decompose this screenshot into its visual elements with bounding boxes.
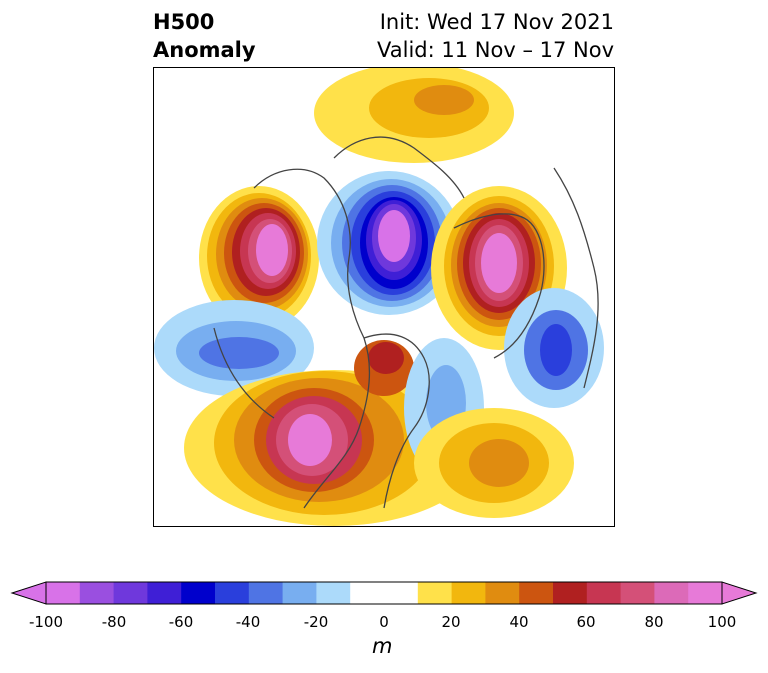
title-init: Init: Wed 17 Nov 2021 (379, 10, 614, 34)
ridge-west (199, 186, 319, 330)
colorbar-segment (586, 582, 622, 604)
colorbar-segment (350, 582, 385, 604)
colorbar-tick: -40 (235, 613, 261, 631)
colorbar-tick: 40 (509, 613, 529, 631)
colorbar-extend-min (10, 581, 47, 605)
colorbar-segment (654, 582, 689, 604)
colorbar-segment (282, 582, 317, 604)
title-variable: H500 (153, 10, 215, 34)
map-title-right: Init: Wed 17 Nov 2021 Valid: 11 Nov – 17… (377, 8, 614, 64)
coastlines (213, 136, 599, 509)
trough-asia (504, 288, 604, 408)
colorbar-unit: m (372, 634, 393, 658)
colorbar-tick: 80 (644, 613, 664, 631)
colorbar-segment (113, 582, 148, 604)
colorbar-segment (553, 582, 588, 604)
map-canvas (154, 68, 604, 526)
colorbar-tick: -20 (303, 613, 329, 631)
colorbar-tick: -60 (168, 613, 194, 631)
colorbar-frame (45, 581, 723, 605)
colorbar-segment (215, 582, 250, 604)
colorbar-segment (181, 582, 216, 604)
colorbar-segment (384, 582, 419, 604)
ridge-atlantic (414, 408, 574, 518)
colorbar-tick: -100 (28, 613, 64, 631)
colorbar-segment (688, 582, 723, 604)
colorbar-segment (46, 582, 81, 604)
anomaly-map (153, 67, 615, 527)
colorbar-segment (620, 582, 655, 604)
colorbar-segment (316, 582, 351, 604)
trough-arctic (317, 171, 461, 315)
colorbar-segment (147, 582, 182, 604)
colorbar-tick: -80 (101, 613, 127, 631)
colorbar-segment (451, 582, 486, 604)
title-field: Anomaly (153, 38, 256, 62)
colorbar-segment (519, 582, 554, 604)
colorbar-tick: 100 (707, 613, 737, 631)
colorbar-tick: 0 (379, 613, 389, 631)
colorbar-segment (248, 582, 284, 604)
colorbar-extend-max (721, 581, 758, 605)
title-valid: Valid: 11 Nov – 17 Nov (377, 38, 614, 62)
colorbar (10, 581, 758, 605)
colorbar-segment (417, 582, 453, 604)
colorbar-segment (485, 582, 520, 604)
colorbar-tick: 60 (576, 613, 596, 631)
trough-pacific (154, 300, 314, 396)
colorbar-segment (79, 582, 115, 604)
map-title-left: H500 Anomaly (153, 8, 256, 64)
colorbar-tick: 20 (441, 613, 461, 631)
